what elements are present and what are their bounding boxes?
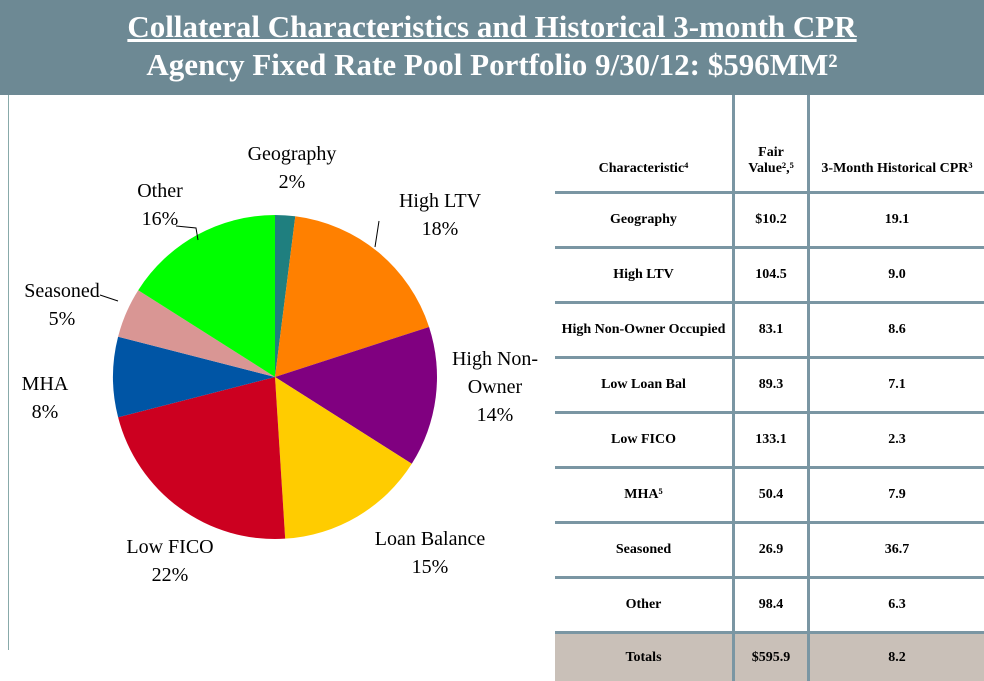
table-cell: 83.1: [734, 303, 809, 358]
table-cell: 133.1: [734, 413, 809, 468]
table-cell: Seasoned: [555, 523, 734, 578]
table-cell: 26.9: [734, 523, 809, 578]
value-label: 16%: [137, 205, 183, 233]
subtitle: Agency Fixed Rate Pool Portfolio 9/30/12…: [0, 46, 984, 84]
table-cell: 36.7: [809, 523, 984, 578]
category-label: Geography: [248, 140, 337, 168]
slide: Collateral Characteristics and Historica…: [0, 0, 984, 650]
value-label: 14%: [445, 401, 545, 429]
table-cell: MHA⁵: [555, 468, 734, 523]
table-cell: 104.5: [734, 248, 809, 303]
table-cell: Geography: [555, 193, 734, 248]
table-cell: $10.2: [734, 193, 809, 248]
category-label: High Non-Owner: [445, 345, 545, 401]
table-cell: Low Loan Bal: [555, 358, 734, 413]
column-header: 3-Month Historical CPR³: [809, 95, 984, 193]
category-label: MHA: [22, 370, 69, 398]
table-cell: $595.9: [734, 633, 809, 681]
table-cell: 6.3: [809, 578, 984, 633]
table-cell: 19.1: [809, 193, 984, 248]
category-label: Seasoned: [24, 277, 100, 305]
table-cell: 7.1: [809, 358, 984, 413]
header: Collateral Characteristics and Historica…: [0, 0, 984, 95]
category-label: Loan Balance: [375, 525, 486, 553]
table-cell: Other: [555, 578, 734, 633]
table-cell: 50.4: [734, 468, 809, 523]
table-cell: High Non-Owner Occupied: [555, 303, 734, 358]
category-label: Other: [137, 177, 183, 205]
value-label: 22%: [126, 561, 213, 589]
table-cell: Totals: [555, 633, 734, 681]
table-cell: 9.0: [809, 248, 984, 303]
table-cell: 8.6: [809, 303, 984, 358]
table-cell: High LTV: [555, 248, 734, 303]
value-label: 5%: [24, 305, 100, 333]
title: Collateral Characteristics and Historica…: [0, 8, 984, 46]
table-cell: 98.4: [734, 578, 809, 633]
column-header: Characteristic⁴: [555, 95, 734, 193]
category-label: High LTV: [399, 187, 481, 215]
table-cell: 2.3: [809, 413, 984, 468]
category-label: Low FICO: [126, 533, 213, 561]
value-label: 18%: [399, 215, 481, 243]
value-label: 15%: [375, 553, 486, 581]
value-label: 2%: [248, 168, 337, 196]
value-label: 8%: [22, 398, 69, 426]
table-cell: 7.9: [809, 468, 984, 523]
leader-line: [375, 221, 379, 247]
column-header: Fair Value²,⁵: [734, 95, 809, 193]
table-cell: 89.3: [734, 358, 809, 413]
table-cell: 8.2: [809, 633, 984, 681]
table-cell: Low FICO: [555, 413, 734, 468]
leader-line: [100, 295, 118, 301]
